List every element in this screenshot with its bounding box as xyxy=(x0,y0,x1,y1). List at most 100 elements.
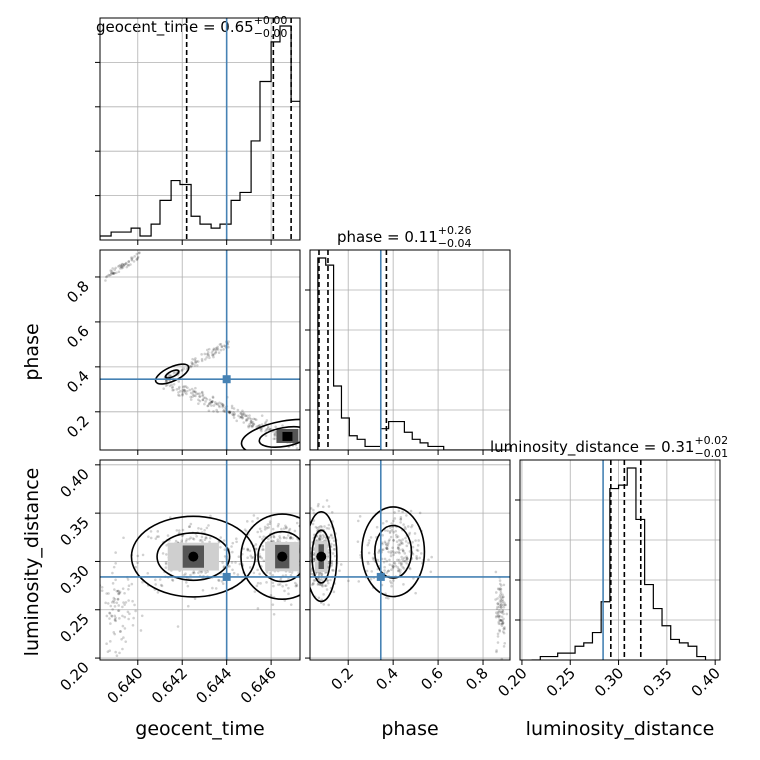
sample-point xyxy=(503,627,506,631)
sample-point xyxy=(95,613,98,616)
sample-point xyxy=(246,548,250,552)
sample-point xyxy=(399,563,403,567)
sample-point xyxy=(165,553,168,556)
sample-point xyxy=(255,547,258,551)
sample-point xyxy=(190,362,194,366)
sample-point xyxy=(332,590,336,594)
sample-point xyxy=(161,552,165,555)
sample-point xyxy=(496,597,499,600)
sample-point xyxy=(385,559,389,563)
title-luminosity-distance-plus: +0.02 xyxy=(694,434,728,447)
sample-point xyxy=(255,584,259,588)
sample-point xyxy=(503,601,506,605)
sample-point xyxy=(265,428,268,431)
contour-outer xyxy=(240,418,300,450)
sample-point xyxy=(258,572,261,576)
sample-point xyxy=(274,425,277,429)
sample-point xyxy=(158,578,162,581)
sample-point xyxy=(252,571,256,575)
sample-point xyxy=(231,412,234,416)
sample-point xyxy=(181,528,185,532)
sample-point xyxy=(252,417,256,421)
y-tick-label-phase-2: 0.6 xyxy=(63,322,93,352)
sample-point xyxy=(198,539,202,542)
sample-point xyxy=(295,583,298,586)
sample-point xyxy=(193,597,197,601)
sample-point xyxy=(318,537,321,540)
sample-point xyxy=(210,351,214,354)
sample-point xyxy=(286,534,290,537)
sample-point xyxy=(171,388,174,392)
sample-point xyxy=(189,522,193,526)
sample-point xyxy=(388,531,392,535)
sample-point xyxy=(188,525,192,528)
sample-point xyxy=(384,542,388,545)
sample-point xyxy=(110,271,113,275)
sample-point xyxy=(127,264,130,267)
sample-point xyxy=(105,614,109,618)
sample-point xyxy=(318,534,322,538)
sample-point xyxy=(403,552,407,555)
sample-point xyxy=(192,390,195,394)
sample-point xyxy=(287,586,290,590)
sample-point xyxy=(121,587,125,590)
sample-point xyxy=(402,567,406,570)
sample-point xyxy=(392,530,395,534)
sample-point xyxy=(114,551,117,554)
sample-point xyxy=(149,530,153,533)
sample-point xyxy=(416,544,420,547)
sample-point xyxy=(200,570,204,573)
sample-point xyxy=(397,545,400,549)
sample-point xyxy=(135,252,139,256)
sample-point xyxy=(197,398,200,402)
sample-point xyxy=(139,629,143,632)
grid xyxy=(310,460,510,660)
sample-point xyxy=(256,530,260,534)
sample-point xyxy=(388,538,391,541)
sample-point xyxy=(302,567,305,570)
sample-point xyxy=(232,571,236,575)
sample-point xyxy=(412,577,415,580)
sample-point xyxy=(207,347,211,351)
sample-point xyxy=(285,583,288,587)
sample-point xyxy=(239,415,243,419)
sample-point xyxy=(263,528,267,531)
sample-point xyxy=(123,615,127,619)
sample-point xyxy=(186,604,190,608)
sample-point xyxy=(323,584,327,588)
sample-point xyxy=(203,528,206,532)
sample-point xyxy=(391,550,395,553)
sample-point xyxy=(183,385,186,388)
sample-point xyxy=(389,580,392,583)
sample-point xyxy=(326,579,330,582)
sample-point xyxy=(140,614,144,618)
density-contours xyxy=(154,363,300,450)
contour-inner xyxy=(258,425,300,448)
sample-point xyxy=(407,541,410,545)
sample-point xyxy=(396,535,400,538)
sample-point xyxy=(111,582,115,585)
sample-point xyxy=(271,603,275,606)
sample-point xyxy=(502,631,506,635)
sample-point xyxy=(496,602,499,605)
sample-point xyxy=(388,563,392,566)
sample-point xyxy=(130,582,134,586)
sample-point xyxy=(212,404,216,407)
sample-point xyxy=(234,561,237,564)
sample-point xyxy=(117,270,121,274)
sample-point xyxy=(184,572,187,575)
sample-point xyxy=(192,570,196,573)
sample-point xyxy=(124,640,128,643)
sample-point xyxy=(498,614,502,618)
sample-point xyxy=(367,562,370,566)
panel-clip-group xyxy=(100,250,300,450)
sample-point xyxy=(500,622,504,625)
sample-point xyxy=(268,520,272,523)
sample-point xyxy=(128,612,131,616)
sample-point xyxy=(269,593,273,597)
sample-point xyxy=(498,629,502,633)
panel-frame xyxy=(99,249,301,451)
sample-point xyxy=(227,410,230,413)
sample-point xyxy=(191,362,195,366)
sample-point xyxy=(494,615,498,619)
